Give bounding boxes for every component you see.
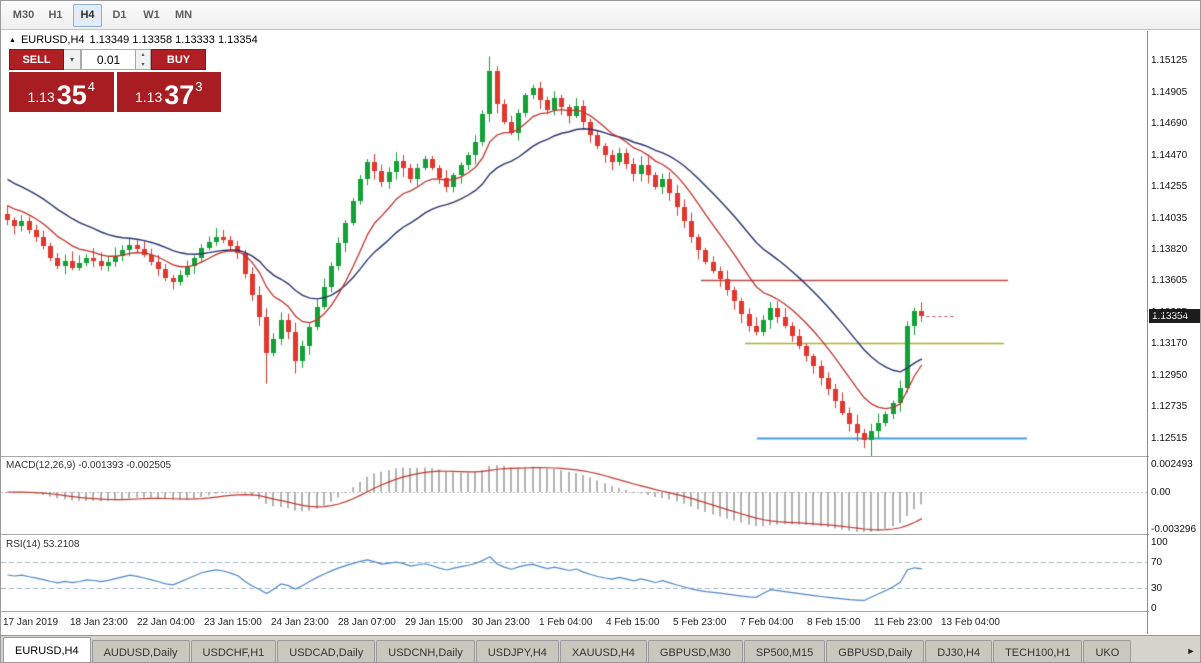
buy-button[interactable]: BUY xyxy=(151,49,206,70)
time-label: 24 Jan 23:00 xyxy=(271,617,329,628)
volume-dropdown-button[interactable]: ▾ xyxy=(64,49,81,70)
price-tick: 1.14690 xyxy=(1151,118,1188,129)
sell-price-sup: 4 xyxy=(87,79,96,94)
macd-indicator-canvas[interactable] xyxy=(1,457,1147,534)
time-label: 13 Feb 04:00 xyxy=(941,617,1000,628)
volume-input[interactable]: 0.01 xyxy=(81,49,136,70)
price-tick: 1.14035 xyxy=(1151,212,1188,224)
time-axis[interactable]: 17 Jan 2019 18 Jan 23:00 22 Jan 04:00 23 Ja… xyxy=(1,612,1147,634)
macd-panel-splitter[interactable] xyxy=(1,456,1200,457)
tab-dj30-h4[interactable]: DJ30,H4 xyxy=(925,640,993,662)
time-label: 17 Jan 2019 xyxy=(3,617,59,628)
timeframe-button-mn[interactable]: MN xyxy=(174,9,193,21)
tab-audusd-daily[interactable]: AUDUSD,Daily xyxy=(91,640,190,662)
rsi-scale-tick: 70 xyxy=(1151,556,1163,568)
sell-price-big: 35 xyxy=(56,80,87,111)
time-label: 8 Feb 15:00 xyxy=(807,617,861,628)
macd-label: MACD(12,26,9) -0.001393 -0.002505 xyxy=(6,460,172,471)
tab-usdjpy-h4[interactable]: USDJPY,H4 xyxy=(475,640,559,662)
tab-usdcnh-daily[interactable]: USDCNH,Daily xyxy=(376,640,475,662)
timeframe-button-m30[interactable]: M30 xyxy=(12,9,35,21)
buy-price-prefix: 1.13 xyxy=(134,89,163,105)
rsi-indicator-canvas[interactable] xyxy=(1,535,1147,611)
tab-scroll-right-button[interactable]: ► xyxy=(1182,641,1200,661)
price-scale-divider xyxy=(1147,31,1148,634)
sell-price-display[interactable]: 1.13 35 4 xyxy=(9,72,114,112)
buy-price-sup: 3 xyxy=(195,79,203,94)
rsi-scale-tick: 100 xyxy=(1151,537,1168,548)
chevron-up-icon: ▴ xyxy=(141,52,145,59)
time-label: 28 Jan 07:00 xyxy=(338,617,396,628)
timeframe-toolbar: M30 H1 H4 D1 W1 MN xyxy=(1,1,1200,30)
chevron-down-icon: ▾ xyxy=(141,61,145,68)
tab-tech100-h1[interactable]: TECH100,H1 xyxy=(993,640,1083,662)
price-tick: 1.12950 xyxy=(1151,370,1188,381)
timeframe-button-h4[interactable]: H4 xyxy=(73,3,102,27)
macd-scale-tick: 0.002493 xyxy=(1151,459,1193,470)
collapse-triangle-icon: ▲ xyxy=(9,36,16,44)
tab-usdchf-h1[interactable]: USDCHF,H1 xyxy=(190,640,277,662)
time-label: 5 Feb 23:00 xyxy=(673,617,727,628)
buy-price-big: 37 xyxy=(164,80,195,111)
price-tick: 1.14905 xyxy=(1151,86,1188,98)
rsi-panel-splitter[interactable] xyxy=(1,534,1200,535)
timeframe-button-h1[interactable]: H1 xyxy=(48,9,63,21)
chevron-right-icon: ► xyxy=(1186,646,1196,656)
time-label: 30 Jan 23:00 xyxy=(472,617,530,628)
tab-xauusd-h4[interactable]: XAUUSD,H4 xyxy=(559,640,647,662)
one-click-trading-panel: SELL ▾ 0.01 ▴ ▾ BUY 1.13 35 4 1.13 37 3 xyxy=(9,49,221,112)
tab-uko[interactable]: UKO xyxy=(1083,640,1132,662)
macd-scale-tick: 0.00 xyxy=(1151,487,1171,498)
volume-spinner: ▴ ▾ xyxy=(136,49,151,70)
timeframe-button-w1[interactable]: W1 xyxy=(143,9,160,21)
price-tick: 1.12515 xyxy=(1151,433,1188,444)
price-tick: 1.13385 xyxy=(1151,307,1188,318)
price-tick: 1.12735 xyxy=(1151,401,1188,413)
macd-scale-tick: -0.003296 xyxy=(1151,524,1197,535)
rsi-scale-tick: 0 xyxy=(1151,603,1157,614)
price-tick: 1.15125 xyxy=(1151,55,1188,66)
sell-button[interactable]: SELL xyxy=(9,49,64,70)
rsi-label: RSI(14) 53.2108 xyxy=(6,539,80,550)
price-tick: 1.14470 xyxy=(1151,149,1188,161)
price-tick: 1.13605 xyxy=(1151,275,1188,287)
price-tick: 1.14255 xyxy=(1151,181,1188,192)
buy-price-display[interactable]: 1.13 37 3 xyxy=(116,72,221,112)
time-label: 11 Feb 23:00 xyxy=(874,617,933,628)
tab-usdcad-daily[interactable]: USDCAD,Daily xyxy=(277,640,376,662)
time-label: 7 Feb 04:00 xyxy=(740,617,794,628)
time-label: 4 Feb 15:00 xyxy=(606,617,660,628)
tab-eurusd-h4[interactable]: EURUSD,H4 xyxy=(3,637,91,662)
time-axis-divider xyxy=(1,611,1200,612)
caret-down-icon: ▾ xyxy=(69,55,74,64)
tab-gbpusd-m30[interactable]: GBPUSD,M30 xyxy=(647,640,743,662)
ohlc-label: 1.13349 1.13358 1.13333 1.13354 xyxy=(89,34,258,46)
time-label: 18 Jan 23:00 xyxy=(70,617,128,628)
current-price-badge: 1.13354 xyxy=(1149,309,1200,324)
volume-spinner-down-button[interactable]: ▾ xyxy=(136,60,150,70)
tab-sp500-m15[interactable]: SP500,M15 xyxy=(743,640,826,662)
volume-spinner-up-button[interactable]: ▴ xyxy=(136,50,150,60)
time-label: 23 Jan 15:00 xyxy=(204,617,262,628)
timeframe-button-d1[interactable]: D1 xyxy=(112,9,127,21)
tab-strip: EURUSD,H4 AUDUSD,Daily USDCHF,H1 USDCAD,Dai… xyxy=(1,635,1200,662)
price-tick: 1.13820 xyxy=(1151,244,1188,255)
sell-price-prefix: 1.13 xyxy=(27,89,55,105)
time-label: 22 Jan 04:00 xyxy=(137,617,195,628)
price-scale[interactable]: 1.13354 1.15125 1.14905 1.14690 1.14470 1.14… xyxy=(1149,31,1200,634)
time-label: 29 Jan 15:00 xyxy=(405,617,463,628)
price-tick: 1.13170 xyxy=(1151,338,1188,350)
symbol-label: EURUSD,H4 xyxy=(20,34,85,46)
time-label: 1 Feb 04:00 xyxy=(539,617,593,628)
chart-header: ▲ EURUSD,H4 1.13349 1.13358 1.13333 1.13… xyxy=(9,34,258,46)
tab-gbpusd-daily[interactable]: GBPUSD,Daily xyxy=(826,640,925,662)
rsi-scale-tick: 30 xyxy=(1151,583,1163,595)
